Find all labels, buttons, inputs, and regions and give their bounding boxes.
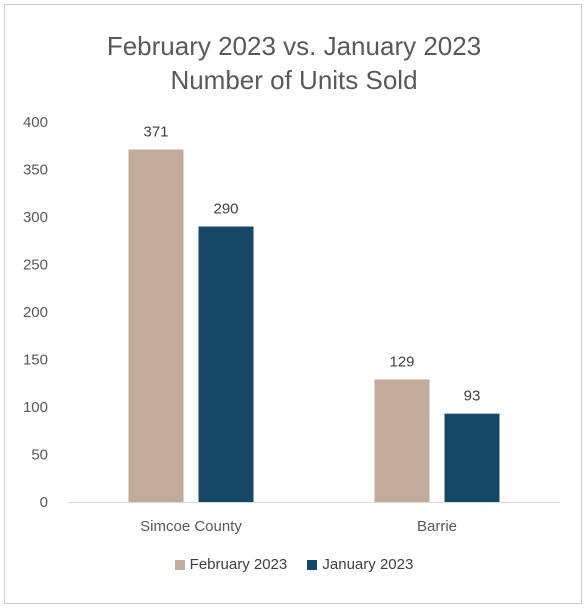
- y-tick-label: 150: [23, 352, 48, 369]
- legend-item-january: January 2023: [307, 556, 413, 573]
- data-label: 93: [464, 388, 481, 405]
- y-tick-label: 200: [23, 304, 48, 321]
- bar-january: [198, 226, 254, 502]
- legend-item-february: February 2023: [174, 556, 288, 573]
- legend-swatch-january: [307, 559, 318, 570]
- x-tick-label: Simcoe County: [140, 518, 242, 535]
- legend-label-february: February 2023: [189, 556, 288, 573]
- bar-february: [128, 149, 184, 503]
- chart-legend: February 2023 January 2023: [0, 556, 588, 574]
- y-tick-label: 50: [31, 447, 48, 464]
- y-tick-label: 300: [23, 209, 48, 226]
- chart-subtitle: Number of Units Sold: [170, 65, 418, 95]
- legend-label-january: January 2023: [322, 556, 414, 573]
- x-tick-label: Barrie: [417, 518, 457, 535]
- chart-frame: [4, 4, 582, 604]
- data-label: 129: [389, 353, 414, 370]
- legend-swatch-february: [174, 559, 185, 570]
- chart-title: February 2023 vs. January 2023: [106, 31, 482, 61]
- y-tick-label: 100: [23, 399, 48, 416]
- y-tick-label: 400: [23, 114, 48, 131]
- bar-january: [444, 413, 500, 502]
- y-tick-label: 0: [40, 494, 48, 511]
- y-tick-label: 250: [23, 257, 48, 274]
- data-label: 371: [143, 124, 168, 141]
- bar-february: [374, 379, 430, 502]
- data-label: 290: [213, 201, 238, 218]
- y-tick-label: 350: [23, 162, 48, 179]
